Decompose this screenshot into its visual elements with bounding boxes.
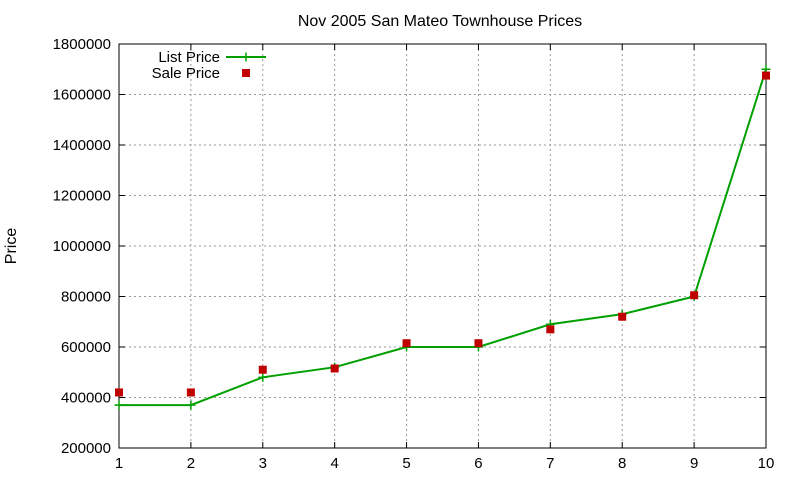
series-1 [114, 64, 771, 410]
x-tick-label: 6 [474, 455, 482, 472]
y-tick-label: 600000 [61, 339, 111, 356]
data-point [330, 364, 339, 373]
y-tick-label: 1800000 [53, 36, 111, 53]
chart-title: Nov 2005 San Mateo Townhouse Prices [298, 13, 582, 30]
data-point [690, 291, 699, 300]
y-tick-label: 1200000 [53, 188, 111, 205]
x-tick-label: 9 [690, 455, 698, 472]
y-tick-label: 1000000 [53, 238, 111, 255]
x-tick-label: 8 [618, 455, 626, 472]
y-tick-label: 200000 [61, 440, 111, 457]
legend-marker [241, 52, 251, 62]
x-tick-label: 1 [115, 455, 123, 472]
data-point [115, 388, 123, 397]
x-tick-label: 2 [187, 455, 195, 472]
data-point [546, 325, 555, 334]
x-tick-label: 5 [402, 455, 410, 472]
legend-label: Sale Price [152, 65, 220, 82]
legend-marker [242, 69, 250, 77]
data-point [258, 372, 268, 382]
data-point [618, 312, 627, 321]
legend-label: List Price [158, 49, 220, 66]
data-point [762, 71, 770, 80]
y-tick-label: 800000 [61, 289, 111, 306]
axis-layer: 2000004000006000008000001000000120000014… [53, 36, 775, 472]
data-point [186, 400, 196, 410]
x-tick-label: 4 [330, 455, 338, 472]
data-point [186, 388, 195, 397]
data-point [114, 400, 124, 410]
grid-layer [119, 44, 766, 448]
series-line [119, 68, 767, 407]
x-tick-label: 7 [546, 455, 554, 472]
y-tick-label: 400000 [61, 390, 111, 407]
y-tick-label: 1600000 [53, 87, 111, 104]
x-tick-label: 3 [259, 455, 267, 472]
series-2 [115, 71, 770, 397]
y-tick-label: 1400000 [53, 137, 111, 154]
data-point [258, 365, 267, 374]
data-point [402, 339, 411, 348]
y-axis-label: Price [3, 228, 20, 265]
series-layer [114, 64, 771, 410]
x-tick-label: 10 [758, 455, 775, 472]
data-point [474, 339, 483, 348]
plot-area-border [118, 43, 767, 449]
